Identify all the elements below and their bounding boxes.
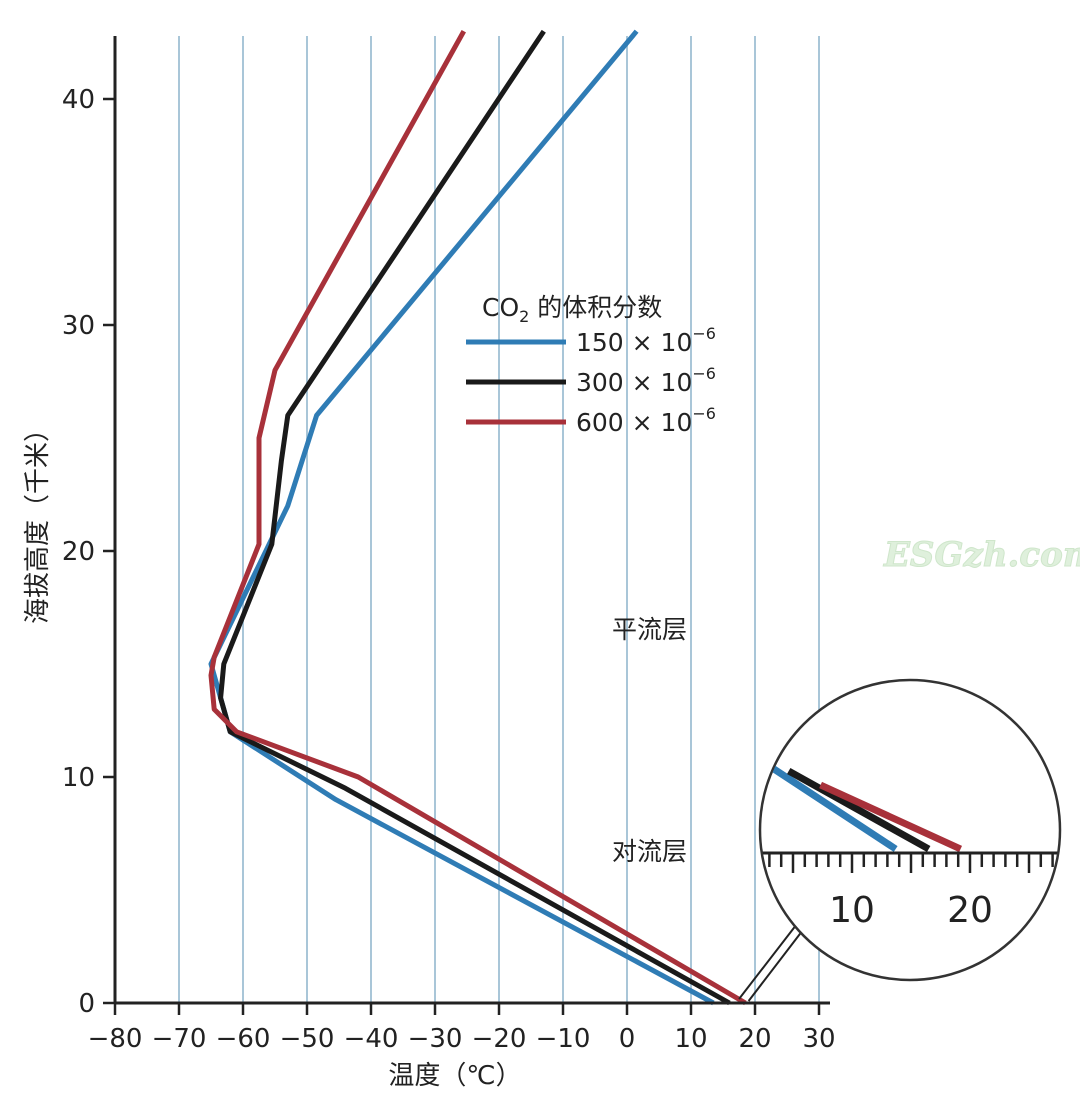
x-tick-label: −50 bbox=[280, 1024, 335, 1054]
y-tick-label: 30 bbox=[62, 311, 95, 341]
inset-tick-label: 10 bbox=[829, 890, 875, 931]
legend-label-1: 300 × 10−6 bbox=[576, 364, 716, 397]
inset-pointer-line bbox=[738, 919, 801, 1000]
inset-series-1 bbox=[786, 767, 931, 853]
x-axis-title: 温度（℃） bbox=[388, 1061, 521, 1091]
axes: −80 −70 −60 −50 −40 −30 −20 −10 0 10 20 30 0 10 20 30 40… bbox=[23, 36, 836, 1091]
x-tick-label: 10 bbox=[674, 1024, 707, 1054]
inset-series-0 bbox=[761, 754, 898, 852]
troposphere-label: 对流层 bbox=[612, 837, 687, 866]
y-tick-label: 20 bbox=[62, 537, 95, 567]
inset-pointer-line bbox=[747, 925, 807, 1002]
inset-tick-label: 20 bbox=[947, 890, 993, 931]
y-axis-title: 海拔高度（千米） bbox=[23, 416, 53, 624]
x-tick-label: −30 bbox=[408, 1024, 463, 1054]
y-tick-label: 10 bbox=[62, 763, 95, 793]
series-line-2 bbox=[208, 29, 747, 1006]
x-tick-label: −70 bbox=[152, 1024, 207, 1054]
x-tick-label: −40 bbox=[344, 1024, 399, 1054]
y-tick-label: 40 bbox=[62, 85, 95, 115]
inset-circle bbox=[758, 678, 1062, 982]
x-tick-label: 30 bbox=[802, 1024, 835, 1054]
x-tick-label: −80 bbox=[88, 1024, 143, 1054]
inset-series-2 bbox=[819, 781, 963, 853]
x-tick-label: 20 bbox=[738, 1024, 771, 1054]
stratosphere-label: 平流层 bbox=[612, 615, 687, 644]
y-tick-label: 0 bbox=[78, 989, 95, 1019]
legend-label-2: 600 × 10−6 bbox=[576, 404, 716, 437]
x-tick-label: −60 bbox=[216, 1024, 271, 1054]
legend-label-0: 150 × 10−6 bbox=[576, 324, 716, 357]
inset-content: 10 20 bbox=[761, 754, 1059, 931]
series-line-1 bbox=[218, 29, 731, 1006]
legend-title: CO2 的体积分数 bbox=[482, 293, 662, 326]
x-tick-label: −10 bbox=[536, 1024, 591, 1054]
x-tick-label: 0 bbox=[619, 1024, 636, 1054]
zoom-inset: 10 20 bbox=[738, 678, 1062, 1002]
watermark-text: ESGzh.com bbox=[883, 535, 1080, 575]
x-tick-label: −20 bbox=[472, 1024, 527, 1054]
series-lines bbox=[208, 29, 747, 1006]
